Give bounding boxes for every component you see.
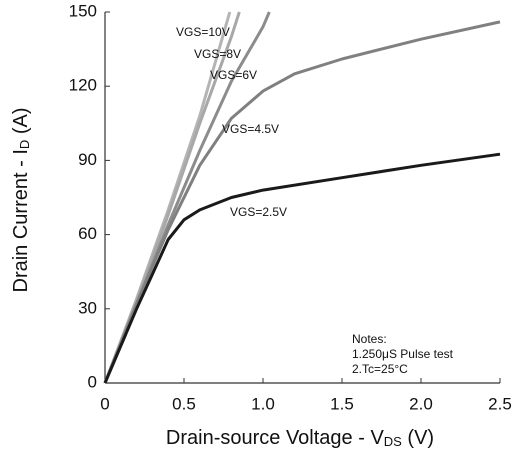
curve-label: VGS=10V — [176, 25, 230, 39]
note: 1.250μS Pulse test — [352, 347, 454, 361]
y-axis-label: Drain Current - ID (A) — [10, 108, 32, 293]
curve — [103, 20, 501, 384]
x-tick-label: 2.5 — [488, 394, 512, 413]
x-tick-label: 1.5 — [330, 394, 354, 413]
x-axis-label: Drain-source Voltage - VDS (V) — [166, 427, 434, 449]
curve-label: VGS=8V — [194, 47, 241, 61]
y-tick-label: 120 — [69, 76, 97, 95]
note: Notes: — [352, 332, 387, 346]
y-tick-label: 90 — [78, 150, 97, 169]
curve-label: VGS=6V — [210, 68, 257, 82]
x-tick-label: 2.0 — [409, 394, 433, 413]
x-tick-label: 1.0 — [251, 394, 275, 413]
y-tick-label: 150 — [69, 1, 97, 20]
x-tick-label: 0 — [100, 394, 109, 413]
y-tick-label: 60 — [78, 224, 97, 243]
note: 2.Tc=25°C — [352, 362, 408, 376]
curve-label: VGS=4.5V — [222, 122, 279, 136]
y-tick-label: 0 — [88, 372, 97, 391]
y-tick-label: 30 — [78, 298, 97, 317]
curve — [103, 152, 501, 384]
x-tick-label: 0.5 — [172, 394, 196, 413]
curve-label: VGS=2.5V — [230, 205, 287, 219]
